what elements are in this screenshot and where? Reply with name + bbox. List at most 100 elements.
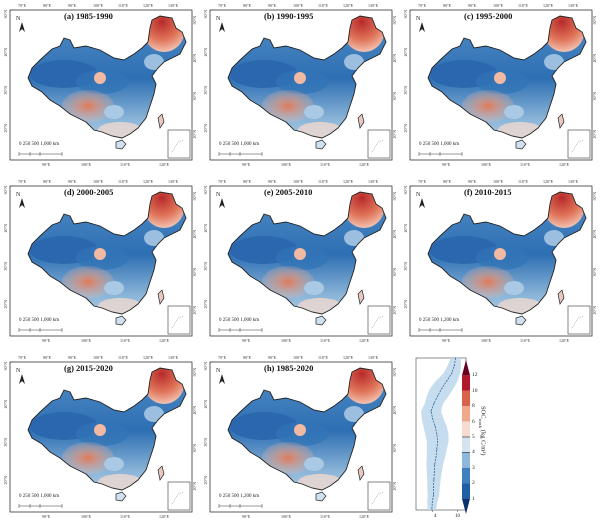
colorbar-tick-label: 3 [472, 464, 475, 471]
top-lon-tick: 120°E [543, 3, 554, 8]
left-lat-tick: 20°N [203, 124, 208, 133]
soc-map [209, 9, 393, 161]
scale-bar-label: 0 250 500 1,000 km [19, 142, 60, 147]
panel-title: (h) 1985-2020 [264, 363, 314, 373]
colorbar-tick-label: 6 [472, 418, 475, 425]
bottom-lon-tick: 110°E [120, 338, 130, 343]
top-lon-tick: 80°E [43, 179, 52, 184]
top-lon-tick: 130°E [568, 3, 579, 8]
north-arrow-label: N [216, 192, 221, 198]
left-lat-tick: 40°N [203, 224, 208, 233]
profile-point [431, 509, 433, 511]
top-lon-tick: 70°E [218, 355, 227, 360]
left-lat-tick: 40°N [3, 400, 8, 409]
right-lat-tick: 50°N [192, 368, 197, 377]
map-panel: (g) 2015-2020 N 0 250 500 1,000 km 70°E 80°E… [2, 354, 198, 524]
bottom-lon-tick: 110°E [120, 514, 130, 519]
left-lat-tick: 40°N [3, 48, 8, 57]
bottom-lon-tick: 100°E [281, 162, 292, 167]
profile-point [453, 365, 455, 367]
left-lat-tick: 20°N [203, 300, 208, 309]
top-lon-tick: 110°E [318, 355, 328, 360]
top-lon-tick: 100°E [493, 3, 504, 8]
left-lat-tick: 20°N [403, 124, 408, 133]
right-lat-tick: 40°N [392, 54, 397, 63]
colorbar-segment [462, 483, 470, 499]
colorbar-segment [462, 452, 470, 468]
profile-point [434, 463, 436, 465]
right-lat-tick: 20°N [192, 306, 197, 315]
top-lon-tick: 80°E [443, 3, 452, 8]
colorbar-segment [462, 437, 470, 453]
left-lat-tick: 40°N [3, 224, 8, 233]
north-arrow-label: N [416, 16, 421, 22]
bottom-lon-tick: 120°E [559, 338, 570, 343]
right-lat-tick: 20°N [592, 130, 597, 139]
colorbar-segment [462, 406, 470, 422]
top-lon-tick: 70°E [218, 3, 227, 8]
right-lat-tick: 30°N [192, 92, 197, 101]
right-lat-tick: 40°N [392, 406, 397, 415]
map-panel: (h) 1985-2020 N 0 250 500 1,200 km 70°E 80°E… [202, 354, 398, 524]
right-lat-tick: 30°N [392, 444, 397, 453]
profile-point [436, 433, 438, 435]
bottom-lon-tick: 110°E [120, 162, 130, 167]
top-lon-tick: 90°E [68, 179, 77, 184]
right-lat-tick: 40°N [592, 230, 597, 239]
right-lat-tick: 40°N [192, 54, 197, 63]
top-lon-tick: 130°E [568, 179, 579, 184]
profile-x-tick: 4 [434, 514, 437, 519]
north-arrow-label: N [16, 192, 21, 198]
profile-point [431, 501, 433, 503]
top-lon-tick: 110°E [118, 3, 128, 8]
left-lat-tick: 30°N [203, 438, 208, 447]
profile-point [436, 448, 438, 450]
top-lon-tick: 130°E [168, 179, 179, 184]
top-lon-tick: 130°E [368, 3, 379, 8]
top-lon-tick: 90°E [68, 3, 77, 8]
top-lon-tick: 90°E [268, 355, 277, 360]
colorbar-title-main: SOC [479, 406, 487, 419]
left-lat-tick: 30°N [403, 262, 408, 271]
colorbar-segment [462, 467, 470, 484]
bottom-lon-tick: 120°E [159, 514, 170, 519]
colorbar-tick-label: 1 [472, 495, 475, 502]
profile-point [455, 357, 457, 359]
left-lat-tick: 20°N [203, 476, 208, 485]
colorbar-title: SOCstock (kg C/m²) [478, 406, 486, 455]
soc-map [9, 361, 193, 513]
profile-point [433, 486, 434, 488]
left-lat-tick: 50°N [3, 186, 8, 195]
top-lon-tick: 100°E [93, 179, 104, 184]
panel-title: (b) 1990-1995 [264, 11, 314, 21]
right-lat-tick: 50°N [592, 16, 597, 25]
top-lon-tick: 90°E [468, 3, 477, 8]
scale-bar-label: 0 250 500 1,000 km [19, 318, 60, 323]
left-lat-tick: 30°N [3, 262, 8, 271]
map-panel: (e) 2005-2010 N 0 250 500 1,000 km 70°E 80°E… [202, 178, 398, 348]
right-lat-tick: 30°N [592, 268, 597, 277]
map-panel: (c) 1995-2000 N 0 250 500 1,000 km 70°E 80°E… [402, 2, 598, 172]
top-lon-tick: 100°E [293, 179, 304, 184]
top-lon-tick: 80°E [443, 179, 452, 184]
top-lon-tick: 110°E [118, 355, 128, 360]
profile-point [433, 479, 435, 481]
scale-bar-label: 0 250 500 1,200 km [219, 494, 260, 499]
top-lon-tick: 110°E [518, 3, 528, 8]
left-lat-tick: 40°N [403, 224, 408, 233]
top-lon-tick: 70°E [18, 179, 27, 184]
colorbar-tick-label: 8 [472, 403, 475, 410]
right-lat-tick: 20°N [192, 130, 197, 139]
north-arrow-label: N [216, 368, 221, 374]
top-lon-tick: 90°E [468, 179, 477, 184]
bottom-lon-tick: 120°E [359, 338, 370, 343]
bottom-lon-tick: 110°E [320, 162, 330, 167]
map-panel: (d) 2000-2005 N 0 250 500 1,000 km 70°E 80°E… [2, 178, 198, 348]
profile-point [430, 410, 432, 412]
top-lon-tick: 110°E [318, 179, 328, 184]
colorbar-tick-label: 5 [472, 434, 475, 440]
bottom-lon-tick: 90°E [442, 338, 451, 343]
north-arrow-label: N [16, 16, 21, 22]
top-lon-tick: 100°E [93, 3, 104, 8]
left-lat-tick: 50°N [203, 10, 208, 19]
